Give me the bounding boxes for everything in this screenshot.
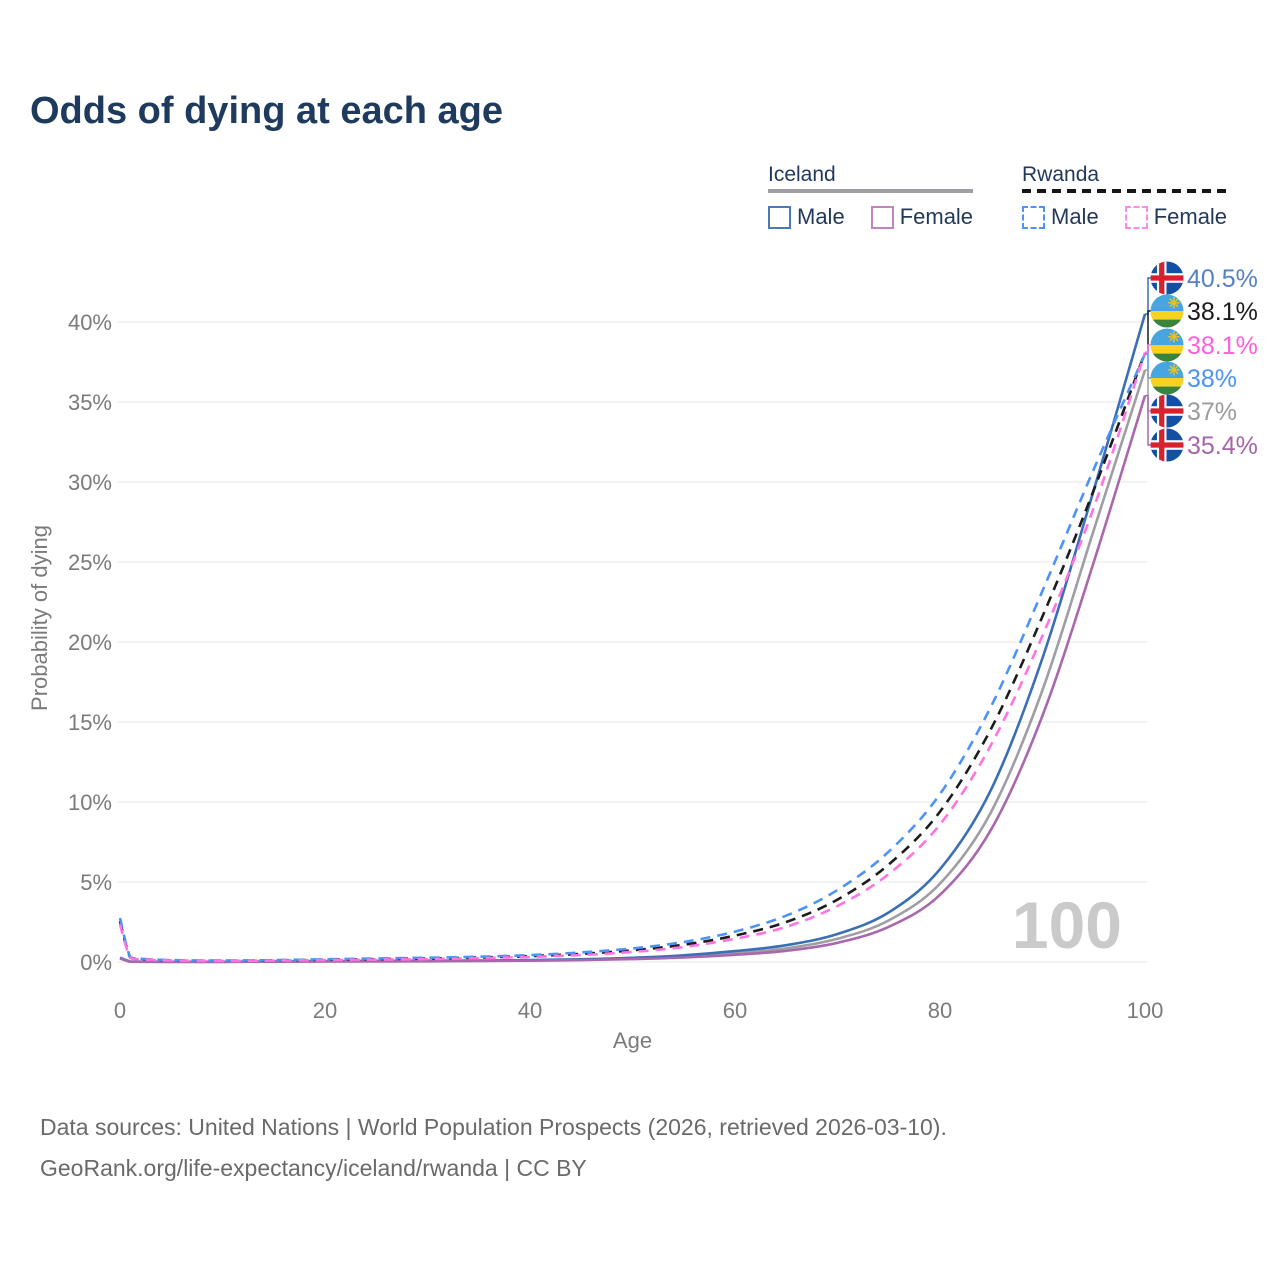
flag-iceland-icon bbox=[1150, 428, 1184, 462]
flag-iceland-icon bbox=[1150, 261, 1184, 295]
y-tick-label: 25% bbox=[68, 550, 112, 575]
y-axis-title: Probability of dying bbox=[27, 525, 52, 711]
end-label-iceland-male: 40.5% bbox=[1187, 265, 1258, 293]
legend-item-rwanda-male[interactable]: Male bbox=[1022, 204, 1099, 230]
legend-group-title-rwanda[interactable]: Rwanda bbox=[1022, 163, 1100, 186]
legend-row-iceland: Male Female bbox=[768, 204, 973, 230]
end-label-rwanda-male: 38% bbox=[1187, 365, 1237, 393]
legend-row-rwanda: Male Female bbox=[1022, 204, 1227, 230]
legend-item-label: Female bbox=[1153, 204, 1228, 229]
legend-underline-rwanda bbox=[1022, 189, 1228, 193]
legend-swatch-iceland-male bbox=[768, 205, 791, 229]
x-tick-label: 60 bbox=[723, 998, 747, 1023]
flag-rwanda-icon bbox=[1150, 328, 1184, 362]
y-tick-label: 5% bbox=[80, 870, 112, 895]
y-tick-label: 0% bbox=[80, 950, 112, 975]
flag-iceland-icon bbox=[1150, 394, 1184, 428]
y-tick-label: 20% bbox=[68, 630, 112, 655]
y-tick-label: 30% bbox=[68, 470, 112, 495]
page-title: Odds of dying at each age bbox=[30, 90, 503, 132]
end-label-rwanda-both: 38.1% bbox=[1187, 298, 1258, 326]
end-label-iceland-female: 35.4% bbox=[1187, 432, 1258, 460]
y-tick-label: 15% bbox=[68, 710, 112, 735]
legend-item-label: Male bbox=[1051, 204, 1099, 229]
legend-swatch-rwanda-female bbox=[1124, 205, 1148, 229]
x-tick-label: 20 bbox=[313, 998, 337, 1023]
footer-attribution: GeoRank.org/life-expectancy/iceland/rwan… bbox=[40, 1155, 587, 1181]
legend-item-rwanda-female[interactable]: Female bbox=[1124, 204, 1228, 230]
footer-sources: Data sources: United Nations | World Pop… bbox=[40, 1114, 947, 1140]
end-label-iceland-both: 37% bbox=[1187, 398, 1237, 426]
x-axis-title: Age bbox=[613, 1028, 652, 1053]
x-tick-label: 0 bbox=[114, 998, 126, 1023]
legend-group-rwanda: Rwanda Male Female bbox=[1022, 163, 1228, 230]
legend-item-iceland-female[interactable]: Female bbox=[870, 204, 974, 230]
y-tick-label: 10% bbox=[68, 790, 112, 815]
legend-swatch-rwanda-male bbox=[1022, 205, 1045, 229]
series-line-rwanda-male[interactable] bbox=[118, 353, 1147, 962]
legend-item-iceland-male[interactable]: Male bbox=[768, 204, 845, 230]
legend-group-title-iceland[interactable]: Iceland bbox=[768, 163, 836, 186]
flag-rwanda-icon bbox=[1150, 294, 1184, 328]
legend-item-label: Female bbox=[899, 204, 974, 229]
flag-rwanda-icon bbox=[1150, 361, 1184, 395]
x-tick-label: 40 bbox=[518, 998, 542, 1023]
legend-group-iceland: Iceland Male Female bbox=[768, 163, 974, 230]
series-line-rwanda-female[interactable] bbox=[118, 351, 1147, 963]
series-line-rwanda-both[interactable] bbox=[118, 351, 1147, 963]
x-tick-label: 100 bbox=[1127, 998, 1164, 1023]
x-tick-label: 80 bbox=[928, 998, 952, 1023]
series-line-iceland-both[interactable] bbox=[119, 369, 1147, 964]
legend-underline-iceland bbox=[768, 189, 974, 193]
hover-age-watermark: 100 bbox=[1012, 888, 1122, 962]
series-line-iceland-female[interactable] bbox=[119, 395, 1147, 964]
end-label-rwanda-female: 38.1% bbox=[1187, 332, 1258, 360]
legend-swatch-iceland-female bbox=[870, 205, 894, 229]
y-tick-label: 40% bbox=[68, 310, 112, 335]
series-line-iceland-male[interactable] bbox=[119, 313, 1147, 964]
legend-item-label: Male bbox=[797, 204, 845, 229]
y-tick-label: 35% bbox=[68, 390, 112, 415]
footer: Data sources: United Nations | World Pop… bbox=[40, 1107, 947, 1189]
